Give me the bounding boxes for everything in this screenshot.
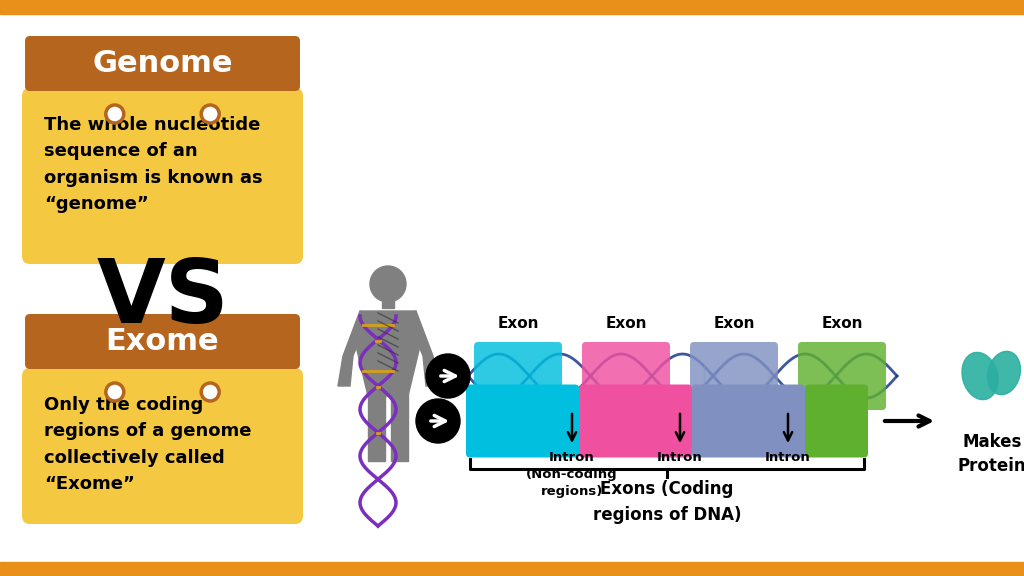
FancyBboxPatch shape <box>798 342 886 410</box>
FancyBboxPatch shape <box>22 368 303 524</box>
Circle shape <box>370 266 406 302</box>
Bar <box>108 86 122 114</box>
Bar <box>0 0 1024 14</box>
Text: The whole nucleotide
sequence of an
organism is known as
“genome”: The whole nucleotide sequence of an orga… <box>44 116 262 213</box>
Ellipse shape <box>987 351 1021 395</box>
Text: Exome: Exome <box>105 327 219 356</box>
Bar <box>368 393 385 461</box>
Text: Exon: Exon <box>605 316 647 332</box>
FancyBboxPatch shape <box>25 314 300 369</box>
Circle shape <box>105 105 124 123</box>
FancyBboxPatch shape <box>466 385 579 457</box>
Bar <box>203 364 217 392</box>
Circle shape <box>105 383 124 401</box>
FancyBboxPatch shape <box>690 342 778 410</box>
FancyBboxPatch shape <box>25 36 300 91</box>
FancyBboxPatch shape <box>579 385 692 457</box>
Text: Makes
Protein: Makes Protein <box>957 433 1024 475</box>
Polygon shape <box>408 311 438 386</box>
Text: Genome: Genome <box>92 49 232 78</box>
Circle shape <box>201 105 219 123</box>
Text: Exon: Exon <box>498 316 539 332</box>
FancyBboxPatch shape <box>22 88 303 264</box>
Bar <box>391 393 408 461</box>
Polygon shape <box>356 311 420 396</box>
FancyBboxPatch shape <box>582 342 670 410</box>
Circle shape <box>416 399 460 443</box>
Text: Intron: Intron <box>765 451 811 464</box>
Polygon shape <box>338 311 368 386</box>
Text: Only the coding
regions of a genome
collectively called
“Exome”: Only the coding regions of a genome coll… <box>44 396 252 493</box>
Text: Intron: Intron <box>657 451 702 464</box>
Ellipse shape <box>962 353 998 400</box>
FancyBboxPatch shape <box>474 342 562 410</box>
FancyBboxPatch shape <box>692 385 805 457</box>
FancyBboxPatch shape <box>805 385 868 457</box>
Text: Exons (Coding
regions of DNA): Exons (Coding regions of DNA) <box>593 480 741 524</box>
Bar <box>382 290 394 308</box>
Circle shape <box>426 354 470 398</box>
Text: Exon: Exon <box>714 316 755 332</box>
Text: Exon: Exon <box>821 316 863 332</box>
Bar <box>108 364 122 392</box>
Bar <box>0 562 1024 576</box>
Text: Intron
(Non-coding
regions): Intron (Non-coding regions) <box>526 451 617 498</box>
Text: VS: VS <box>96 255 229 342</box>
Circle shape <box>201 383 219 401</box>
Bar <box>203 86 217 114</box>
